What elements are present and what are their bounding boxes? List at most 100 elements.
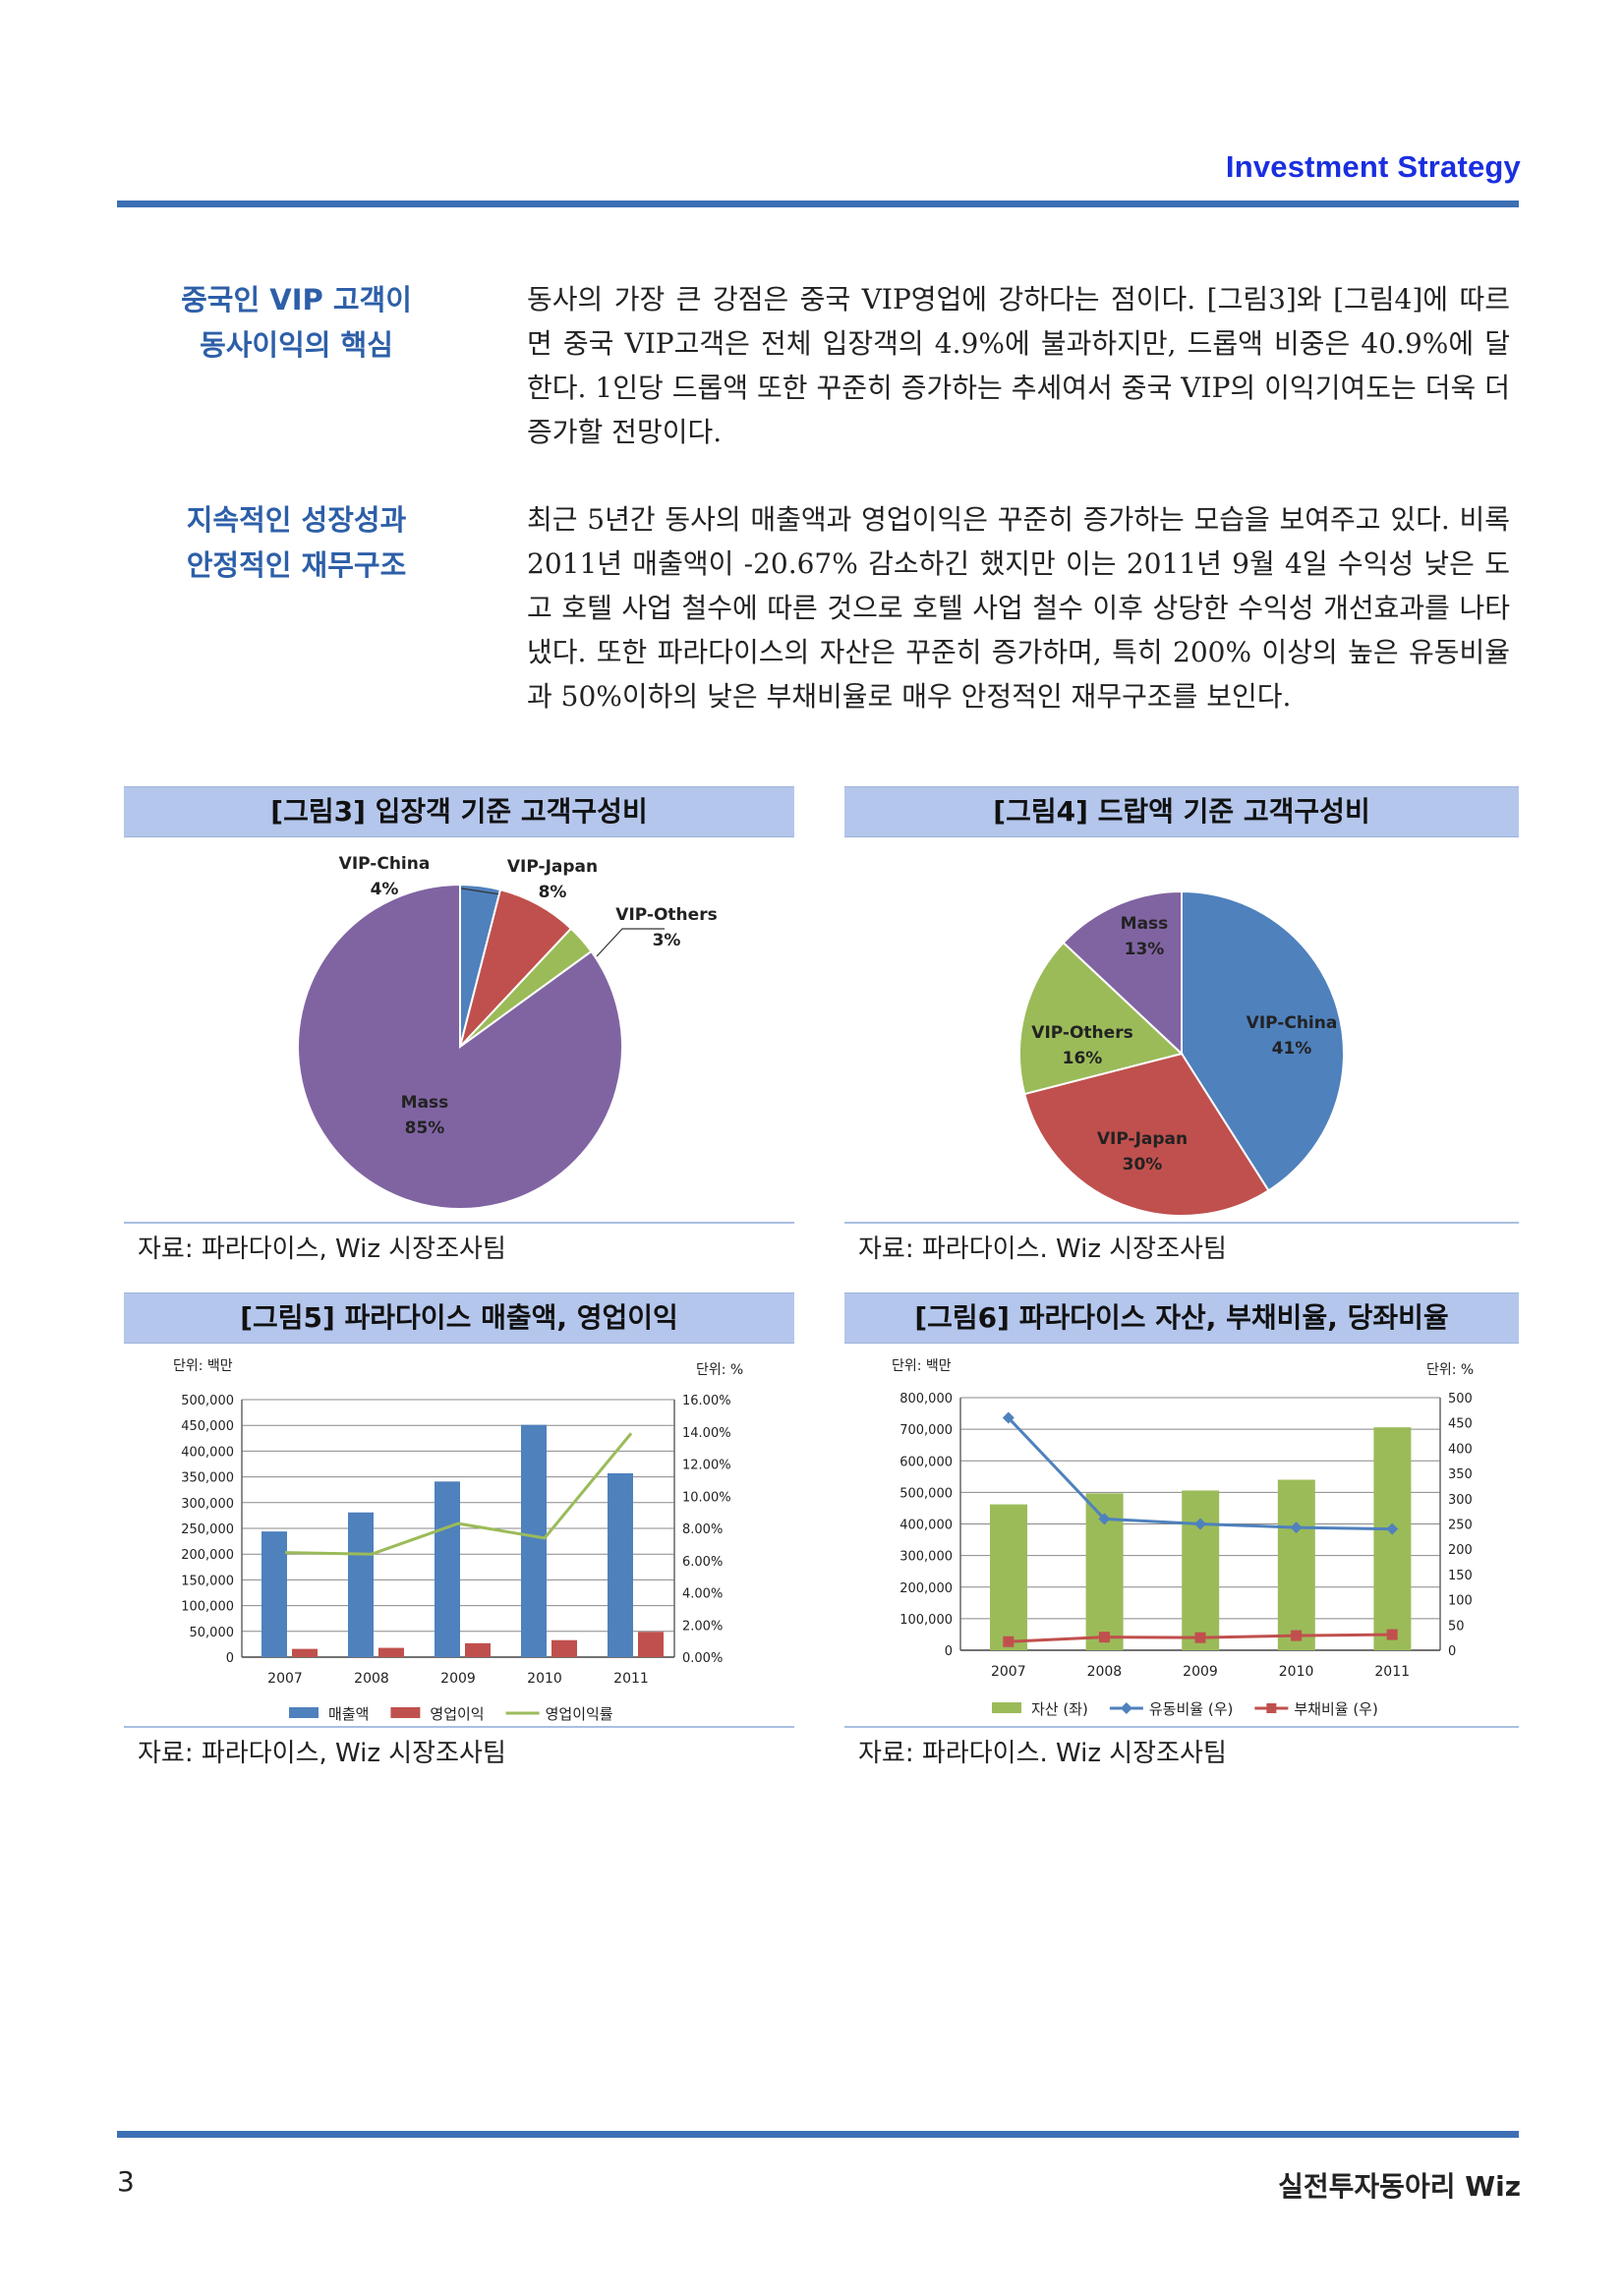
bar: [1182, 1490, 1220, 1650]
legend-label: 자산 (좌): [1031, 1700, 1088, 1718]
figure-3-pie-chart: VIP-China 4% VIP-Japan 8% VIP-Others 3% Mass 85…: [297, 854, 718, 1210]
x-axis-tick-label: 2008: [354, 1671, 389, 1687]
heading-line: 안정적인 재무구조: [186, 548, 407, 582]
x-axis-tick-label: 2007: [267, 1671, 303, 1687]
page-number: 3: [117, 2165, 135, 2198]
bar: [990, 1504, 1027, 1650]
figure-4-source-rule: [844, 1222, 1519, 1224]
left-axis-tick-label: 400,000: [181, 1445, 234, 1460]
line-marker: [1291, 1630, 1303, 1641]
x-axis-tick-label: 2011: [613, 1671, 649, 1687]
left-axis-unit: 단위: 백만: [892, 1358, 952, 1374]
right-axis-tick-label: 0.00%: [682, 1651, 723, 1666]
left-axis-tick-label: 0: [226, 1651, 234, 1666]
left-axis-tick-label: 200,000: [899, 1581, 953, 1596]
line-marker: [1386, 1522, 1399, 1535]
right-axis-tick-label: 8.00%: [682, 1522, 723, 1537]
figure-6-combo-chart: 단위: 백만 단위: % 0 100,000 200,000 300,000 400,000…: [892, 1358, 1474, 1718]
right-axis-tick-label: 100: [1448, 1594, 1473, 1609]
x-axis-tick-label: 2010: [527, 1671, 562, 1687]
right-axis-tick-label: 50: [1448, 1619, 1465, 1634]
legend-label: 영업이익: [430, 1705, 484, 1723]
left-axis-tick-label: 0: [945, 1644, 953, 1659]
pie-slice-value: 85%: [405, 1119, 445, 1138]
left-axis-tick-label: 300,000: [899, 1550, 953, 1565]
footer-club-name: 실전투자동아리 Wiz: [1278, 2170, 1521, 2203]
legend-swatch: [992, 1702, 1021, 1713]
pie-slice-value: 3%: [653, 931, 681, 950]
x-axis-tick-label: 2010: [1279, 1664, 1314, 1680]
pie-slice-label: Mass: [401, 1093, 449, 1113]
header-rule: [117, 201, 1519, 207]
line-marker: [1290, 1521, 1303, 1534]
figure-5-combo-chart: 단위: 백만 단위: % 0 50,000 100,000 150,000 200,000 2…: [173, 1358, 743, 1723]
right-axis-tick-label: 0: [1448, 1644, 1456, 1659]
line-marker: [1194, 1518, 1206, 1530]
x-axis-tick-label: 2009: [1183, 1664, 1218, 1680]
figure-3-source-rule: [124, 1222, 794, 1224]
right-axis-tick-label: 4.00%: [682, 1587, 723, 1602]
left-axis-tick-label: 500,000: [899, 1486, 953, 1501]
x-axis-tick-label: 2008: [1087, 1664, 1123, 1680]
bar: [521, 1424, 547, 1657]
x-axis-tick-label: 2007: [991, 1664, 1026, 1680]
bar: [435, 1481, 460, 1657]
bar: [378, 1647, 404, 1657]
legend-label: 유동비율 (우): [1149, 1700, 1233, 1718]
left-axis-tick-label: 150,000: [181, 1574, 234, 1588]
bar: [465, 1642, 491, 1657]
right-axis-tick-label: 6.00%: [682, 1555, 723, 1570]
left-axis-tick-label: 250,000: [181, 1522, 234, 1537]
left-axis-tick-label: 100,000: [181, 1600, 234, 1615]
pie-slice-label: VIP-Japan: [507, 857, 598, 877]
bar: [551, 1639, 577, 1657]
left-axis-unit: 단위: 백만: [173, 1358, 233, 1374]
right-axis-tick-label: 10.00%: [682, 1490, 731, 1505]
figure-4-source: 자료: 파라다이스. Wiz 시장조사팀: [858, 1234, 1227, 1264]
figure-5-source-rule: [124, 1726, 794, 1728]
pie-slice-value: 4%: [371, 880, 399, 899]
line-marker: [1098, 1513, 1111, 1525]
heading-line: 중국인 VIP 고객이: [181, 283, 412, 316]
section-paragraph-vip: 동사의 가장 큰 강점은 중국 VIP영업에 강하다는 점이다. [그림3]와 …: [527, 283, 1510, 448]
right-axis-tick-label: 500: [1448, 1392, 1473, 1406]
left-axis-tick-label: 600,000: [899, 1455, 953, 1469]
right-axis-tick-label: 350: [1448, 1467, 1473, 1482]
figure-6-source-rule: [844, 1726, 1519, 1728]
bar: [1373, 1427, 1412, 1650]
bar: [638, 1632, 664, 1657]
bar: [1277, 1479, 1315, 1650]
right-axis-tick-label: 12.00%: [682, 1459, 731, 1473]
pie-slice: [1022, 1052, 1270, 1217]
pie-slice: [1062, 890, 1183, 1057]
heading-line: 지속적인 성장성과: [186, 503, 407, 537]
line-marker: [1098, 1632, 1110, 1643]
figure-5-title: [그림5] 파라다이스 매출액, 영업이익: [124, 1292, 794, 1344]
pie-slice-value: 41%: [1272, 1039, 1312, 1059]
right-axis-tick-label: 300: [1448, 1493, 1473, 1508]
pie-slice: [1018, 941, 1185, 1096]
right-axis-tick-label: 14.00%: [682, 1426, 731, 1441]
left-axis-tick-label: 700,000: [899, 1423, 953, 1438]
pie-slice-value: 13%: [1125, 940, 1165, 959]
footer-rule: [117, 2131, 1519, 2138]
bar: [348, 1512, 374, 1657]
figure-4-title: [그림4] 드랍액 기준 고객구성비: [844, 786, 1519, 837]
line-marker: [1002, 1411, 1015, 1424]
pie-slice: [297, 883, 623, 1210]
right-axis-tick-label: 250: [1448, 1519, 1473, 1533]
left-axis-tick-label: 500,000: [181, 1394, 234, 1408]
left-axis-tick-label: 300,000: [181, 1497, 234, 1512]
pie-slice-label: VIP-China: [1247, 1013, 1338, 1033]
pie-slice-label: VIP-Japan: [1097, 1129, 1188, 1149]
bar: [608, 1472, 633, 1657]
left-axis-tick-label: 100,000: [899, 1613, 953, 1628]
section-heading-growth: 지속적인 성장성과 안정적인 재무구조: [117, 497, 476, 588]
line-marker: [1003, 1636, 1015, 1647]
legend-label: 영업이익률: [546, 1705, 613, 1723]
right-axis-unit: 단위: %: [1426, 1362, 1474, 1378]
figure-5-source: 자료: 파라다이스, Wiz 시장조사팀: [138, 1739, 506, 1768]
figure-4-pie-chart: VIP-China 41% VIP-Japan 30% VIP-Others 16% Mas…: [1018, 890, 1345, 1217]
section-heading-vip: 중국인 VIP 고객이 동사이익의 핵심: [117, 277, 476, 368]
pie-slice-label: VIP-Others: [615, 905, 717, 925]
